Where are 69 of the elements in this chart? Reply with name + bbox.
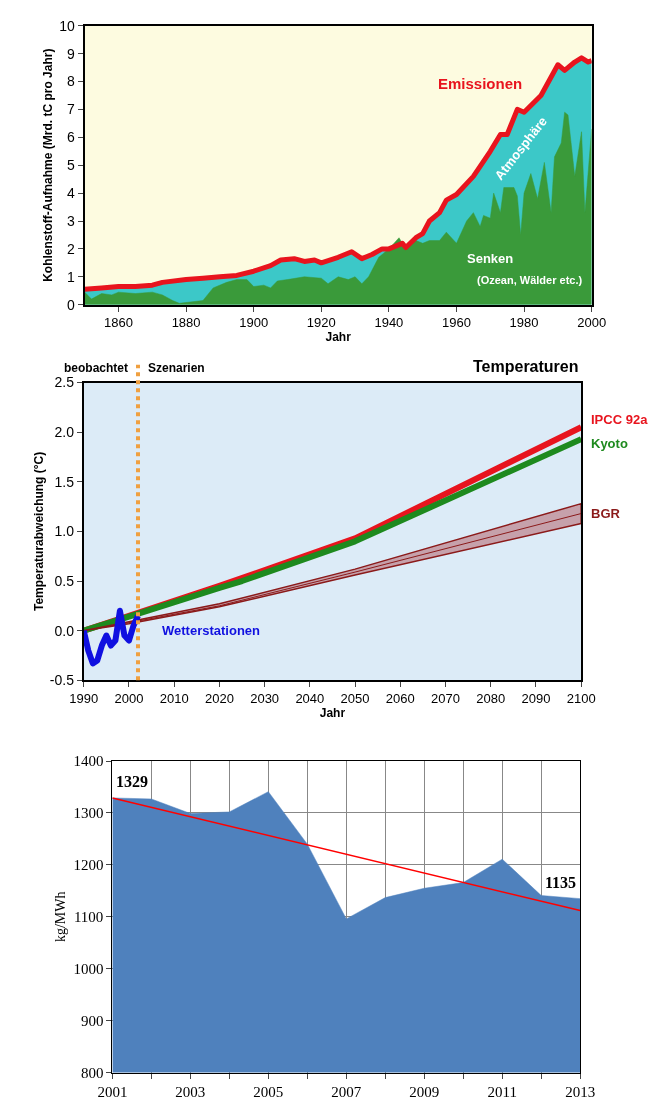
y-tick-label: 1300	[73, 805, 104, 822]
data-label: 1329	[116, 773, 148, 790]
y-tick-label: 3	[67, 212, 76, 229]
series-label: Kyoto	[591, 436, 628, 451]
x-tick-label: 2011	[487, 1083, 517, 1100]
x-tick-label: 2010	[159, 690, 189, 706]
y-tick-label: 1100	[73, 909, 104, 926]
x-tick-label: 1860	[104, 315, 133, 331]
x-tick-label: 1940	[374, 315, 404, 331]
text: Szenarien	[148, 361, 205, 375]
text: beobachtet	[64, 361, 129, 375]
series-label: Wetterstationen	[162, 623, 261, 638]
x-tick-label: 2040	[295, 690, 325, 706]
annotation: (Ozean, Wälder etc.)	[477, 274, 583, 286]
x-tick-label: 2000	[114, 690, 144, 706]
y-tick-label: 1000	[73, 960, 104, 977]
x-tick-label: 1900	[239, 315, 269, 331]
y-tick-label: -0.5	[49, 672, 75, 689]
y-tick-label: 10	[59, 17, 76, 34]
x-axis-title: Jahr	[325, 330, 352, 345]
x-tick-label: 1990	[69, 690, 99, 706]
y-tick-label: 900	[80, 1012, 104, 1029]
x-tick-label: 1980	[509, 315, 539, 331]
x-tick-label: 2000	[577, 315, 607, 331]
y-tick-label: 2.0	[54, 424, 75, 441]
x-tick-label: 2003	[175, 1083, 206, 1100]
x-tick-label: 2060	[385, 690, 415, 706]
x-tick-label: 2050	[340, 690, 370, 706]
y-tick-label: 6	[67, 129, 76, 146]
x-tick-label: 2013	[565, 1083, 596, 1100]
x-tick-label: 2100	[566, 690, 596, 706]
x-tick-label: 2005	[253, 1083, 284, 1100]
x-tick-label: 2020	[204, 690, 234, 706]
x-tick-label: 2080	[476, 690, 506, 706]
y-tick-label: 0	[67, 296, 76, 313]
y-tick-label: 1.5	[54, 473, 75, 490]
x-axis-title: Jahr	[319, 705, 346, 720]
series-label: IPCC 92a	[591, 412, 649, 427]
x-tick-label: 2007	[331, 1083, 362, 1100]
y-tick-label: 1	[67, 268, 76, 285]
y-tick-label: 5	[67, 157, 76, 174]
y-tick-label: 0.5	[54, 572, 75, 589]
x-tick-label: 2090	[521, 690, 551, 706]
x-tick-label: 2001	[97, 1083, 128, 1100]
data-label: 1135	[545, 874, 577, 891]
x-tick-label: 1960	[442, 315, 471, 331]
x-tick-label: 1920	[306, 315, 336, 331]
x-tick-label: 1880	[171, 315, 201, 331]
y-tick-label: 800	[80, 1064, 104, 1081]
y-tick-label: 8	[67, 73, 76, 90]
x-tick-label: 2070	[431, 690, 460, 706]
x-tick-label: 2009	[409, 1083, 440, 1100]
y-tick-label: 4	[67, 185, 76, 202]
x-tick-label: 2030	[250, 690, 280, 706]
y-axis-title: kg/MWh	[52, 891, 68, 943]
y-tick-label: 1400	[73, 753, 104, 770]
annotation: Emissionen	[438, 75, 523, 92]
y-axis-title: Temperaturabweichung (°C)	[31, 451, 46, 612]
y-tick-label: 2.5	[54, 374, 75, 391]
y-axis-title: Kohlenstoff-Aufnahme (Mrd. tC pro Jahr)	[41, 48, 56, 282]
y-tick-label: 1.0	[54, 523, 75, 540]
y-tick-label: 9	[67, 45, 76, 62]
y-tick-label: 7	[67, 101, 76, 118]
series-label: BGR	[591, 506, 621, 521]
y-tick-label: 1200	[73, 857, 104, 874]
y-tick-label: 0.0	[54, 622, 75, 639]
y-tick-label: 2	[67, 240, 76, 257]
chart-title: Temperaturen	[473, 358, 579, 375]
annotation: Senken	[467, 251, 514, 266]
